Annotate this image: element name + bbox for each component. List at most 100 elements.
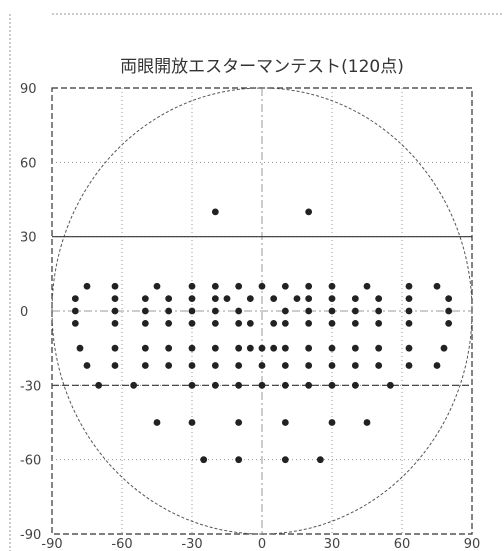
- y-tick-label: 30: [20, 231, 37, 246]
- x-tick-label: 30: [324, 537, 341, 551]
- data-point: [211, 295, 219, 303]
- data-point: [130, 381, 138, 389]
- data-point: [328, 295, 336, 303]
- data-point: [258, 282, 266, 290]
- data-point: [281, 319, 289, 327]
- data-point: [141, 319, 149, 327]
- data-point: [281, 307, 289, 315]
- data-point: [235, 419, 243, 426]
- reference-circle: [51, 87, 473, 535]
- data-point: [235, 282, 243, 290]
- data-point: [375, 344, 383, 352]
- data-point: [153, 282, 161, 290]
- data-point: [375, 295, 383, 303]
- figure-border: [9, 13, 504, 551]
- data-point: [305, 295, 313, 303]
- x-tick-label: -30: [181, 537, 202, 551]
- x-tick-label: -60: [111, 537, 132, 551]
- data-point: [305, 362, 313, 369]
- data-point: [83, 282, 91, 290]
- data-point: [363, 282, 371, 290]
- data-point: [258, 381, 266, 389]
- data-point: [405, 282, 413, 290]
- data-point: [405, 307, 413, 315]
- data-point: [405, 295, 413, 303]
- data-point: [363, 419, 371, 426]
- data-point: [188, 344, 196, 352]
- chart-title: 両眼開放エスターマンテスト(120点): [120, 57, 404, 77]
- data-point: [270, 319, 278, 327]
- data-point: [111, 307, 119, 315]
- data-point: [246, 295, 254, 303]
- data-point: [246, 319, 254, 327]
- data-point: [351, 381, 359, 389]
- y-tick-label: -90: [20, 528, 41, 543]
- data-point: [71, 319, 79, 327]
- data-point: [375, 307, 383, 315]
- data-point: [235, 381, 243, 389]
- data-point: [305, 208, 313, 216]
- data-point: [305, 381, 313, 389]
- x-tick-label: 0: [258, 537, 266, 551]
- grid: [52, 88, 472, 534]
- data-point: [405, 344, 413, 352]
- data-point: [200, 456, 208, 464]
- y-axis-ticks: 90 60 30 0 -30 -60 -90: [20, 82, 41, 543]
- data-point: [111, 295, 119, 303]
- data-point: [188, 362, 196, 369]
- data-point: [71, 295, 79, 303]
- data-point: [111, 344, 119, 352]
- data-point: [375, 362, 383, 369]
- data-point: [440, 344, 448, 352]
- data-point: [258, 344, 266, 352]
- data-point: [165, 344, 173, 352]
- data-point: [305, 344, 313, 352]
- data-point: [328, 319, 336, 327]
- data-point: [445, 307, 453, 315]
- data-point: [305, 307, 313, 315]
- data-point: [223, 295, 231, 303]
- x-tick-label: 60: [394, 537, 411, 551]
- data-point: [281, 381, 289, 389]
- data-point: [351, 307, 359, 315]
- data-point: [293, 295, 301, 303]
- data-point: [246, 344, 254, 352]
- data-point: [211, 344, 219, 352]
- data-point: [165, 362, 173, 369]
- data-point: [445, 319, 453, 327]
- data-point: [141, 307, 149, 315]
- data-point: [351, 319, 359, 327]
- data-point: [328, 307, 336, 315]
- data-point: [188, 295, 196, 303]
- data-point: [95, 381, 103, 389]
- y-tick-label: -30: [20, 379, 41, 394]
- data-point: [235, 319, 243, 327]
- data-point: [141, 344, 149, 352]
- y-tick-label: 60: [20, 156, 37, 171]
- data-point: [405, 319, 413, 327]
- data-point: [433, 282, 441, 290]
- data-point: [328, 344, 336, 352]
- data-point: [211, 208, 219, 216]
- data-points: [71, 208, 453, 464]
- data-point: [281, 344, 289, 352]
- data-point: [153, 419, 161, 426]
- x-tick-label: -90: [41, 537, 62, 551]
- data-point: [305, 319, 313, 327]
- data-point: [235, 362, 243, 369]
- data-point: [270, 344, 278, 352]
- data-point: [211, 319, 219, 327]
- data-point: [351, 362, 359, 369]
- plot-area: [51, 87, 473, 535]
- y-tick-label: 90: [20, 82, 37, 97]
- data-point: [445, 295, 453, 303]
- data-point: [141, 362, 149, 369]
- data-point: [83, 362, 91, 369]
- x-tick-label: 90: [464, 537, 481, 551]
- data-point: [305, 282, 313, 290]
- data-point: [165, 307, 173, 315]
- data-point: [235, 344, 243, 352]
- y-tick-label: 0: [20, 305, 28, 320]
- data-point: [211, 307, 219, 315]
- data-point: [141, 295, 149, 303]
